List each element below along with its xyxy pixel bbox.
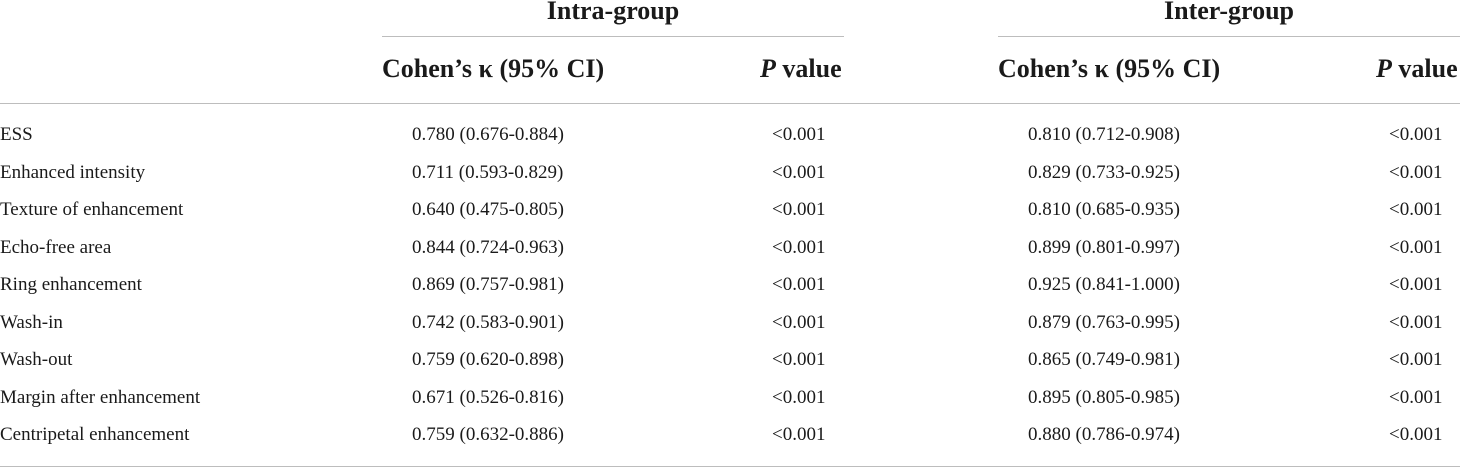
inter-p-cell: <0.001 (1389, 424, 1443, 445)
table-row: Ring enhancement 0.869 (0.757-0.981) <0.… (0, 266, 1460, 304)
intra-p-cell: <0.001 (772, 386, 826, 408)
inter-p-cell: <0.001 (1389, 199, 1443, 220)
inter-p-header: P value (1376, 52, 1458, 86)
table-row: Wash-in 0.742 (0.583-0.901) <0.001 0.879… (0, 304, 1460, 342)
inter-kappa-cell: 0.895 (0.805-0.985) (1028, 386, 1180, 408)
inter-kappa-cell: 0.810 (0.685-0.935) (1028, 199, 1180, 220)
row-label: ESS (0, 124, 33, 145)
inter-kappa-cell: 0.880 (0.786-0.974) (1028, 424, 1180, 445)
intra-p-cell: <0.001 (772, 236, 826, 258)
intra-p-cell: <0.001 (772, 311, 826, 333)
inter-group-rule (998, 36, 1460, 37)
intra-kappa-cell: 0.759 (0.632-0.886) (412, 424, 564, 445)
header-rule (0, 103, 1460, 104)
intra-kappa-cell: 0.640 (0.475-0.805) (412, 199, 564, 220)
intra-p-cell: <0.001 (772, 199, 826, 220)
intra-kappa-cell: 0.742 (0.583-0.901) (412, 311, 564, 333)
row-label: Wash-out (0, 349, 73, 370)
table-row: Centripetal enhancement 0.759 (0.632-0.8… (0, 416, 1460, 454)
inter-p-cell: <0.001 (1389, 161, 1443, 183)
row-label: Wash-in (0, 311, 63, 333)
inter-p-cell: <0.001 (1389, 386, 1443, 408)
row-label: Texture of enhancement (0, 199, 184, 220)
intra-group-heading: Intra-group (546, 0, 680, 25)
table-row: Margin after enhancement 0.671 (0.526-0.… (0, 379, 1460, 417)
intra-kappa-cell: 0.869 (0.757-0.981) (412, 274, 564, 295)
intra-kappa-cell: 0.844 (0.724-0.963) (412, 236, 564, 258)
intra-p-cell: <0.001 (772, 124, 826, 145)
row-label: Echo-free area (0, 236, 112, 258)
intra-p-cell: <0.001 (772, 424, 826, 445)
inter-p-cell: <0.001 (1389, 311, 1443, 333)
row-label: Margin after enhancement (0, 386, 201, 408)
intra-kappa-cell: 0.780 (0.676-0.884) (412, 124, 564, 145)
inter-kappa-header: Cohen’s κ (95% CI) (998, 54, 1221, 83)
intra-group-rule (382, 36, 844, 37)
inter-kappa-cell: 0.829 (0.733-0.925) (1028, 161, 1180, 183)
intra-kappa-cell: 0.759 (0.620-0.898) (412, 349, 564, 370)
row-label: Centripetal enhancement (0, 424, 190, 445)
p-suffix: value (1391, 54, 1458, 83)
bottom-rule (0, 466, 1460, 467)
row-label: Ring enhancement (0, 274, 142, 295)
row-label: Enhanced intensity (0, 161, 146, 183)
intra-p-header: P value (760, 52, 842, 86)
intra-p-cell: <0.001 (772, 161, 826, 183)
table-row: Texture of enhancement 0.640 (0.475-0.80… (0, 191, 1460, 229)
inter-group-heading: Inter-group (1164, 0, 1294, 25)
table-row: Enhanced intensity 0.711 (0.593-0.829) <… (0, 154, 1460, 192)
inter-kappa-cell: 0.925 (0.841-1.000) (1028, 274, 1180, 295)
intra-kappa-cell: 0.671 (0.526-0.816) (412, 386, 564, 408)
intra-kappa-cell: 0.711 (0.593-0.829) (412, 161, 564, 183)
intra-p-cell: <0.001 (772, 274, 826, 295)
table-row: Wash-out 0.759 (0.620-0.898) <0.001 0.86… (0, 341, 1460, 379)
inter-p-cell: <0.001 (1389, 274, 1443, 295)
intra-kappa-header: Cohen’s κ (95% CI) (382, 54, 605, 83)
inter-p-cell: <0.001 (1389, 349, 1443, 370)
intra-p-cell: <0.001 (772, 349, 826, 370)
inter-kappa-cell: 0.899 (0.801-0.997) (1028, 236, 1180, 258)
p-suffix: value (775, 54, 842, 83)
table-row: Echo-free area 0.844 (0.724-0.963) <0.00… (0, 229, 1460, 267)
inter-kappa-cell: 0.879 (0.763-0.995) (1028, 311, 1180, 333)
p-letter: P (1376, 54, 1392, 83)
inter-p-cell: <0.001 (1389, 236, 1443, 258)
inter-p-cell: <0.001 (1389, 124, 1443, 145)
table-row: ESS 0.780 (0.676-0.884) <0.001 0.810 (0.… (0, 116, 1460, 154)
inter-kappa-cell: 0.810 (0.712-0.908) (1028, 124, 1180, 145)
p-letter: P (760, 54, 776, 83)
inter-kappa-cell: 0.865 (0.749-0.981) (1028, 349, 1180, 370)
